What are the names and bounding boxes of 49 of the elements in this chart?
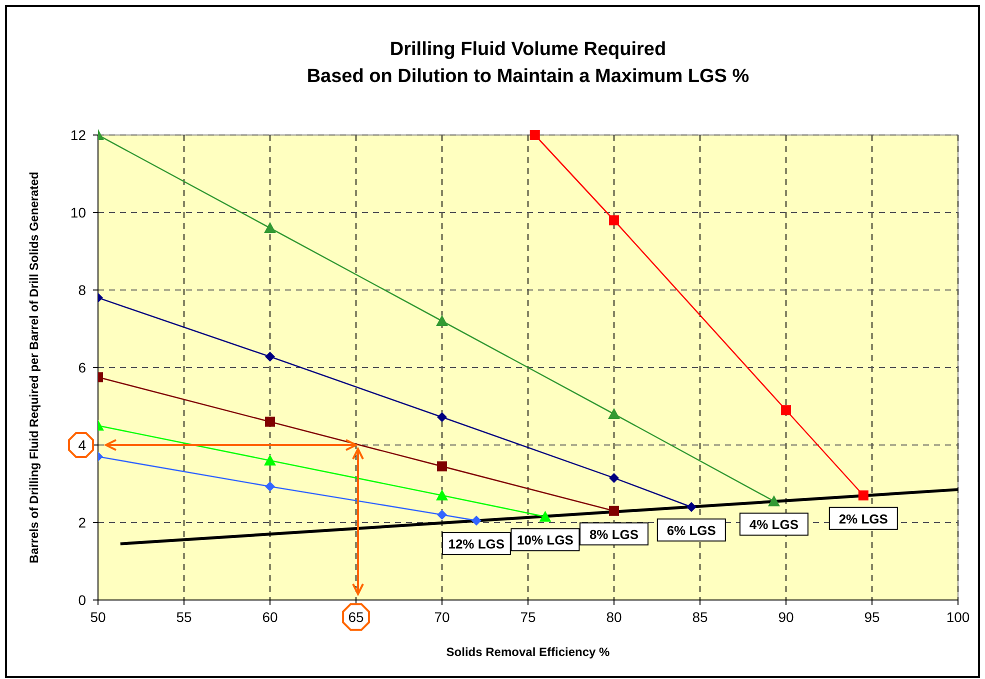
point [768,495,780,506]
point [609,506,619,516]
point [781,405,791,416]
x-tick-label: 55 [176,609,192,625]
point [264,222,276,233]
x-tick-label: 85 [692,609,708,625]
series-label: 6% LGS [666,523,716,538]
y-tick-label: 4 [78,437,86,453]
x-axis-title: Solids Removal Efficiency % [446,645,610,659]
series-label: 2% LGS [838,511,888,526]
series-label: 4% LGS [749,517,799,532]
x-tick-label: 80 [606,609,622,625]
point [436,489,448,500]
x-tick-label: 70 [434,609,450,625]
y-tick-label: 8 [78,282,86,298]
point [858,490,868,500]
x-tick-label: 75 [520,609,536,625]
x-tick-label: 50 [90,609,106,625]
y-tick-label: 12 [70,127,86,143]
point [265,416,275,427]
point [609,472,619,483]
y-tick-label: 6 [78,360,86,376]
point [471,516,482,526]
point [608,408,620,419]
x-tick-label: 100 [946,609,970,625]
x-tick-label: 90 [778,609,794,625]
y-axis-title: Barrels of Drilling Fluid Required per Barrel of Drill Solids Generated [27,172,41,564]
y-tick-label: 10 [70,204,86,220]
point [437,461,447,472]
point [530,130,540,140]
point [609,215,619,226]
chart-subtitle: Based on Dilution to Maintain a Maximum LGS % [306,66,750,87]
point [686,502,696,512]
series-label: 12% LGS [448,536,505,552]
point [539,510,552,522]
y-tick-label: 0 [78,592,86,608]
point [265,481,275,492]
point [437,510,447,520]
x-tick-label: 60 [262,609,278,625]
series-label: 8% LGS [589,526,639,542]
point [437,412,447,422]
chart-title: Drilling Fluid Volume Required [390,39,666,60]
x-tick-label: 95 [864,609,880,625]
x-tick-label: 65 [348,609,364,625]
point [265,352,275,362]
point [436,315,448,326]
series-label: 10% LGS [517,532,574,548]
y-tick-label: 2 [78,514,86,530]
point [264,454,276,466]
